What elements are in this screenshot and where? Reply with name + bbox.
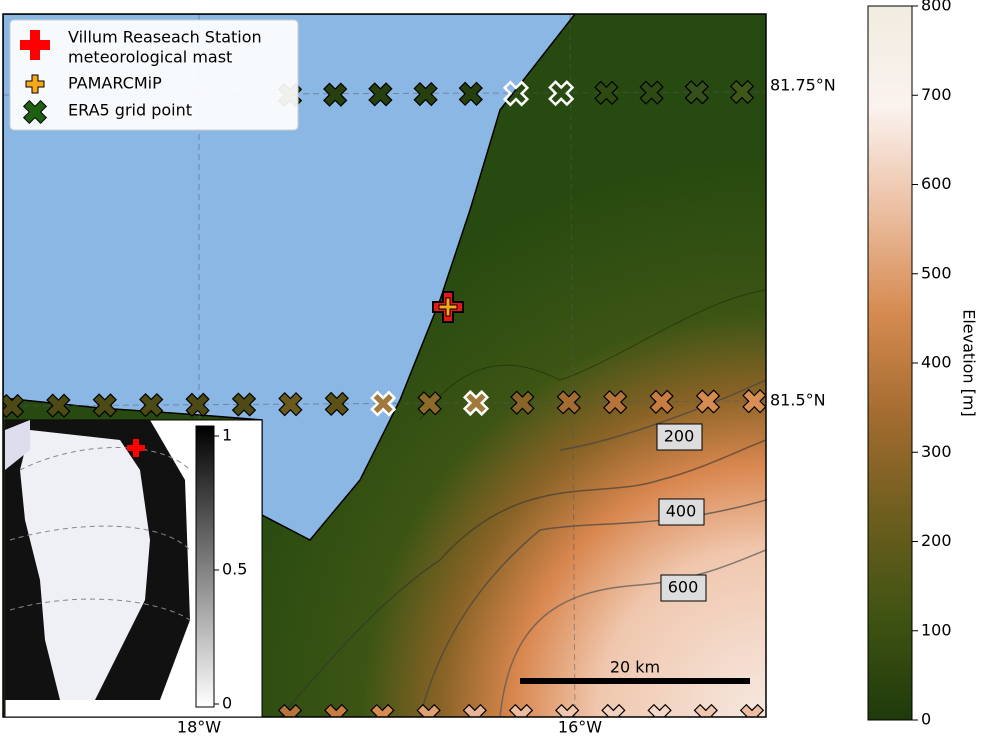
label-box <box>658 498 705 526</box>
legend: Villum Reaseach Station meteorological m… <box>9 19 299 131</box>
era5-marker <box>3 393 25 419</box>
legend-era5-icon <box>22 99 48 125</box>
inset <box>4 419 263 718</box>
era5-marker <box>368 82 393 107</box>
inset-station <box>127 439 145 457</box>
label-box <box>660 574 707 602</box>
contour <box>419 289 766 421</box>
era5-marker <box>139 392 164 418</box>
era5-marker <box>502 80 530 107</box>
era5-marker <box>278 392 303 417</box>
contour <box>559 379 766 451</box>
era5-marker <box>413 81 438 107</box>
legend-frame <box>9 19 299 131</box>
era5-marker <box>739 703 765 717</box>
tick-label: 300 <box>921 442 952 461</box>
legend-label: Villum Reaseach Station <box>68 28 262 47</box>
era5-marker <box>510 390 535 415</box>
grid-line <box>569 14 576 717</box>
tick-label: 1 <box>222 426 232 445</box>
era5-marker <box>639 80 664 105</box>
canada <box>5 420 30 470</box>
scale-bar-label: 20 km <box>610 658 660 677</box>
era5-marker <box>323 82 348 107</box>
tick-label: 600 <box>921 174 952 193</box>
era5-marker <box>324 703 349 717</box>
era5-marker <box>185 392 210 417</box>
contour-label: 400 <box>666 502 697 521</box>
tick-label: 500 <box>921 263 952 282</box>
colorbar-ticks: 0 100 200 300 400 500 600 700 800 <box>912 0 952 729</box>
tick-label: 0.5 <box>222 560 247 579</box>
colorbar <box>867 5 913 721</box>
era5-marker <box>548 80 575 107</box>
label-box <box>656 423 703 451</box>
inset-grid <box>9 447 191 621</box>
legend-label: meteorological mast <box>68 48 232 67</box>
greenland <box>20 430 150 700</box>
tick-label: 0 <box>222 694 232 713</box>
legend-label: ERA5 grid point <box>68 101 192 120</box>
map-frame <box>2 13 767 718</box>
legend-pamarcmip-icon <box>25 74 45 94</box>
era5-marker <box>729 79 755 105</box>
pamarcmip-cross <box>438 297 458 317</box>
era5-marker <box>324 391 349 417</box>
era5-marker <box>647 703 672 717</box>
tick-label: 200 <box>921 531 952 550</box>
era5-marker <box>277 703 303 717</box>
lon-label: 16°W <box>558 718 602 737</box>
era5-marker <box>417 391 442 416</box>
era5-marker <box>462 703 487 717</box>
inset-colorbar-ticks: 00.51 <box>214 426 247 713</box>
era5-marker <box>458 81 483 106</box>
lat-label: 81.5°N <box>770 391 826 410</box>
era5-marker <box>594 80 619 106</box>
tick-label: 400 <box>921 353 952 372</box>
era5-marker <box>649 389 674 414</box>
tick-label: 800 <box>921 0 952 15</box>
era5-marker <box>508 703 534 717</box>
era5-marker <box>601 703 626 717</box>
era5-marker <box>556 390 581 415</box>
era5-marker <box>46 393 71 418</box>
era5-marker <box>370 390 397 417</box>
contour-label: 200 <box>664 427 695 446</box>
contour-labels: 200 400 600 <box>656 423 707 602</box>
lon-label: 18°W <box>177 718 221 737</box>
tick-label: 0 <box>921 710 931 729</box>
contour <box>279 439 766 717</box>
lat-label: 81.75°N <box>770 76 836 95</box>
tick-label: 100 <box>921 620 952 639</box>
era5-marker <box>370 703 395 717</box>
era5-marker <box>231 392 257 417</box>
tick-label: 700 <box>921 85 952 104</box>
era5-marker <box>462 389 490 417</box>
era5-marker <box>416 703 441 717</box>
legend-station-icon <box>20 30 50 60</box>
inset-colorbar <box>195 425 215 708</box>
era5-marker <box>742 389 766 414</box>
contour <box>499 549 766 717</box>
era5-marker <box>92 393 117 418</box>
station-marker <box>432 291 464 323</box>
era5-marker <box>555 703 580 717</box>
era5-marker <box>603 389 628 415</box>
era5-marker <box>693 703 718 717</box>
era5-marker <box>695 389 721 414</box>
colorbar-label: Elevation [m] <box>960 309 979 416</box>
era5-marker <box>684 80 709 105</box>
contour-label: 600 <box>668 578 699 597</box>
legend-label: PAMARCMiP <box>68 74 162 93</box>
